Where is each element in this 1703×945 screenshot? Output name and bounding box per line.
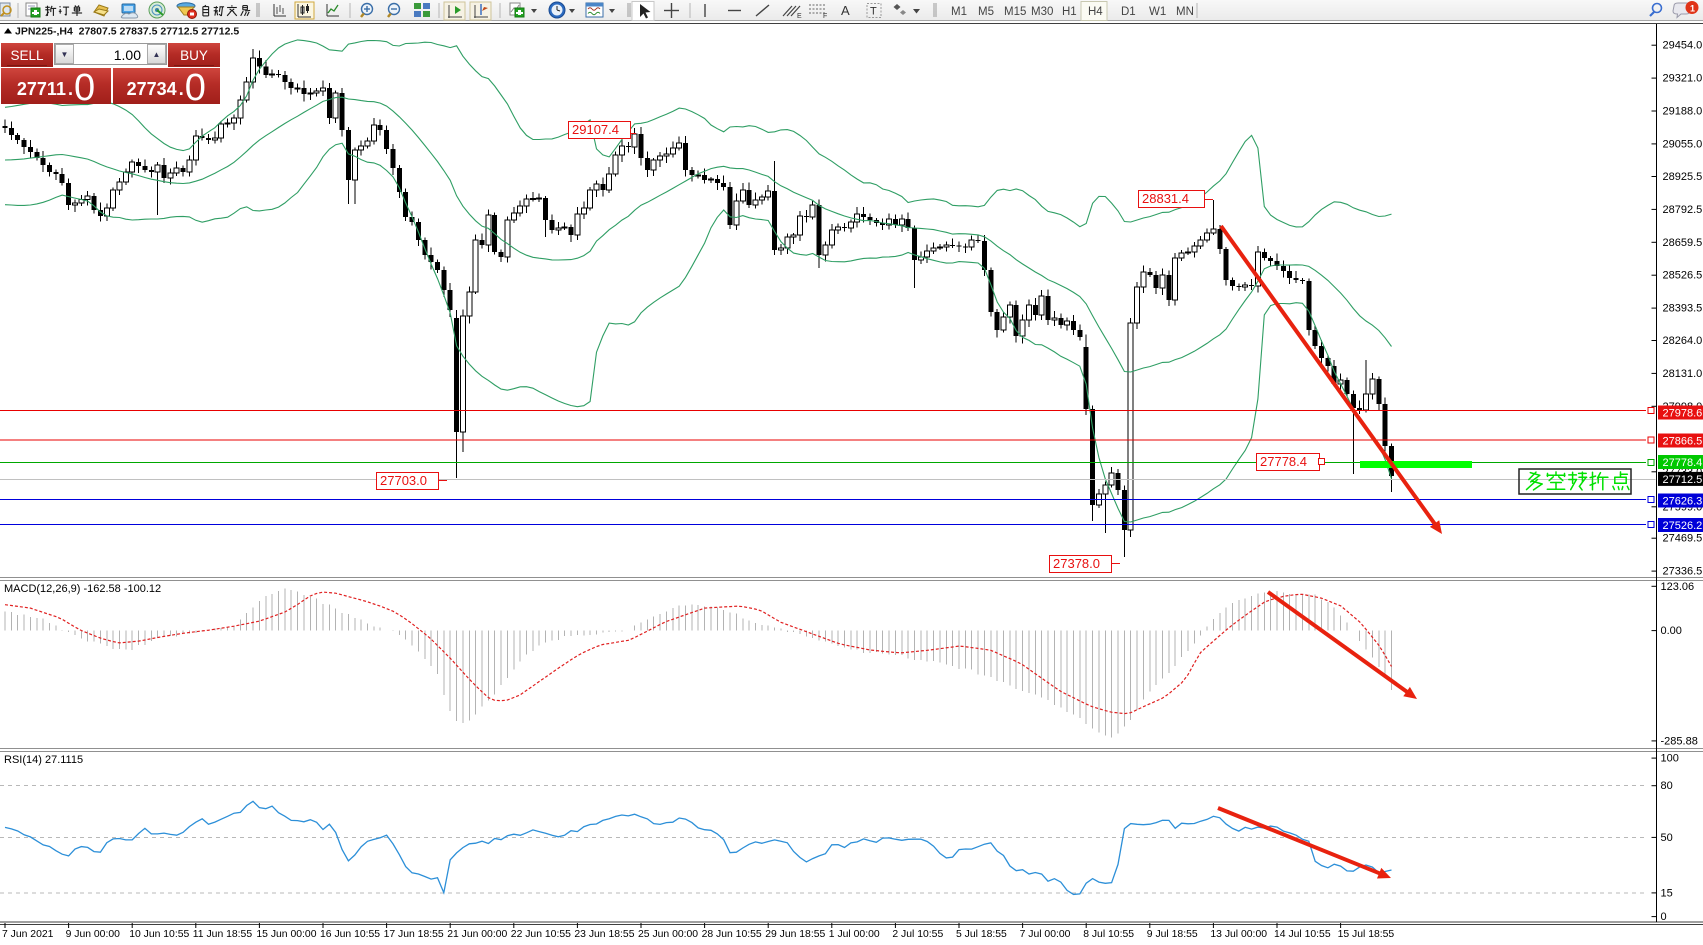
svg-text:21 Jun 00:00: 21 Jun 00:00	[447, 929, 507, 940]
svg-text:H1: H1	[1062, 6, 1077, 18]
svg-text:27978.6: 27978.6	[1663, 408, 1703, 420]
svg-text:23 Jun 18:55: 23 Jun 18:55	[574, 929, 634, 940]
svg-text:27866.5: 27866.5	[1663, 436, 1703, 448]
svg-text:7 Jul 00:00: 7 Jul 00:00	[1020, 929, 1071, 940]
svg-text:F: F	[823, 13, 827, 20]
svg-text:29107.4: 29107.4	[572, 122, 619, 137]
svg-text:29 Jun 18:55: 29 Jun 18:55	[765, 929, 825, 940]
svg-text:M1: M1	[951, 6, 967, 18]
svg-text:28393.5: 28393.5	[1663, 303, 1703, 315]
svg-text:0: 0	[1661, 911, 1667, 923]
svg-text:14 Jul 10:55: 14 Jul 10:55	[1274, 929, 1331, 940]
svg-text:JPN225-,H4 27807.5 27837.5 27: JPN225-,H4 27807.5 27837.5 27712.5 27712…	[15, 26, 239, 38]
svg-text:M5: M5	[978, 6, 994, 18]
svg-text:27703.0: 27703.0	[380, 473, 427, 488]
svg-text:9 Jul 18:55: 9 Jul 18:55	[1147, 929, 1198, 940]
svg-text:27778.4: 27778.4	[1663, 457, 1703, 469]
svg-text:-285.88: -285.88	[1661, 735, 1698, 747]
svg-text:13 Jul 00:00: 13 Jul 00:00	[1210, 929, 1267, 940]
svg-text:28792.5: 28792.5	[1663, 204, 1703, 216]
svg-text:22 Jun 10:55: 22 Jun 10:55	[511, 929, 571, 940]
svg-text:1 Jul 00:00: 1 Jul 00:00	[829, 929, 880, 940]
svg-text:A: A	[841, 3, 850, 18]
svg-text:80: 80	[1661, 780, 1673, 792]
svg-text:27469.5: 27469.5	[1663, 533, 1703, 545]
svg-text:11 Jun 18:55: 11 Jun 18:55	[193, 929, 253, 940]
svg-text:28831.4: 28831.4	[1142, 191, 1189, 206]
svg-text:7 Jun 2021: 7 Jun 2021	[2, 929, 54, 940]
svg-text:15 Jun 00:00: 15 Jun 00:00	[256, 929, 316, 940]
svg-text:27526.2: 27526.2	[1663, 520, 1703, 532]
svg-text:27778.4: 27778.4	[1260, 454, 1307, 469]
svg-text:50: 50	[1661, 832, 1673, 844]
svg-text:28659.5: 28659.5	[1663, 237, 1703, 249]
svg-text:27626.3: 27626.3	[1663, 496, 1703, 508]
svg-text:15: 15	[1661, 887, 1673, 899]
svg-text:8 Jul 10:55: 8 Jul 10:55	[1083, 929, 1134, 940]
svg-text:M30: M30	[1031, 6, 1053, 18]
svg-text:16 Jun 10:55: 16 Jun 10:55	[320, 929, 380, 940]
svg-text:29055.0: 29055.0	[1663, 138, 1703, 150]
svg-text:RSI(14) 27.1115: RSI(14) 27.1115	[4, 754, 83, 766]
svg-text:E: E	[797, 13, 802, 20]
svg-text:28 Jun 10:55: 28 Jun 10:55	[702, 929, 762, 940]
svg-text:123.06: 123.06	[1661, 581, 1695, 593]
svg-text:5 Jul 18:55: 5 Jul 18:55	[956, 929, 1007, 940]
svg-text:27378.0: 27378.0	[1053, 556, 1100, 571]
svg-text:10 Jun 10:55: 10 Jun 10:55	[129, 929, 189, 940]
svg-text:27712.5: 27712.5	[1663, 474, 1703, 486]
svg-text:M15: M15	[1004, 6, 1026, 18]
svg-text:28264.0: 28264.0	[1663, 335, 1703, 347]
svg-text:H4: H4	[1088, 6, 1103, 18]
svg-text:9 Jun 00:00: 9 Jun 00:00	[66, 929, 121, 940]
svg-text:T: T	[870, 6, 877, 18]
svg-text:2 Jul 10:55: 2 Jul 10:55	[892, 929, 943, 940]
svg-text:15 Jul 18:55: 15 Jul 18:55	[1338, 929, 1395, 940]
svg-text:28131.0: 28131.0	[1663, 368, 1703, 380]
svg-text:MN: MN	[1176, 6, 1194, 18]
svg-text:29321.0: 29321.0	[1663, 73, 1703, 85]
svg-text:29188.0: 29188.0	[1663, 106, 1703, 118]
svg-text:27336.5: 27336.5	[1663, 566, 1703, 578]
svg-text:29454.0: 29454.0	[1663, 40, 1703, 52]
svg-text:100: 100	[1661, 753, 1679, 765]
svg-text:W1: W1	[1149, 6, 1166, 18]
svg-text:D1: D1	[1121, 6, 1136, 18]
svg-text:0.00: 0.00	[1661, 625, 1682, 637]
svg-text:28526.5: 28526.5	[1663, 270, 1703, 282]
svg-text:1: 1	[1690, 4, 1695, 14]
svg-text:28925.5: 28925.5	[1663, 171, 1703, 183]
svg-text:17 Jun 18:55: 17 Jun 18:55	[384, 929, 444, 940]
svg-text:25 Jun 00:00: 25 Jun 00:00	[638, 929, 698, 940]
svg-text:MACD(12,26,9) -162.58 -100.12: MACD(12,26,9) -162.58 -100.12	[4, 583, 161, 595]
